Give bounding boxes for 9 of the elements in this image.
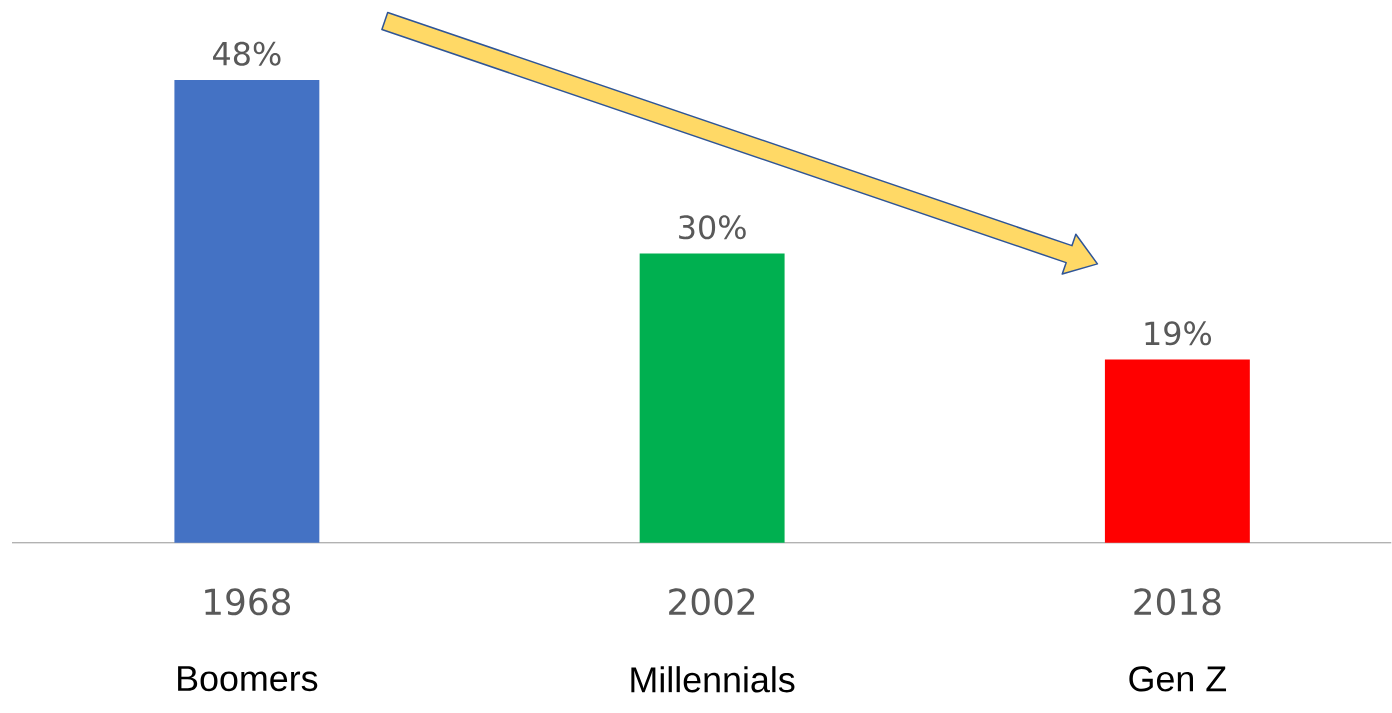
text: Gen Z <box>1129 666 1227 692</box>
text: Boomers <box>178 666 318 692</box>
data-label: 19% <box>1145 321 1212 346</box>
data-label: 30% <box>679 215 746 240</box>
x-tick-label: 2018 <box>1134 588 1221 616</box>
x-tick-label: 2002 <box>669 588 755 616</box>
x-tick-label: 1968 <box>205 588 290 616</box>
data-label: 48% <box>213 41 281 66</box>
text: Millennials <box>631 666 795 693</box>
